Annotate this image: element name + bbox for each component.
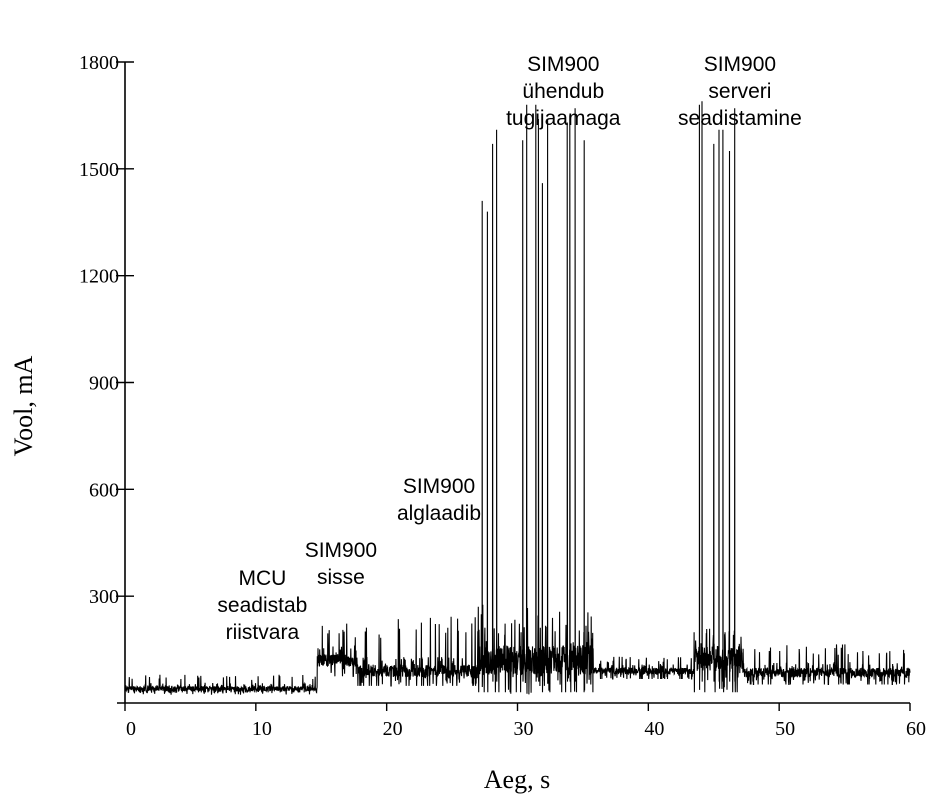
- annotation-label: MCU seadistab riistvara: [217, 567, 307, 644]
- y-axis-title: Vool, mA: [9, 355, 38, 456]
- series-line: [124, 101, 911, 695]
- x-tick-label: 10: [252, 718, 272, 740]
- x-tick-label: 20: [383, 718, 403, 740]
- y-tick-label: 300: [89, 586, 119, 608]
- x-axis-title: Aeg, s: [484, 765, 550, 794]
- axis-ticks: 0 10 20 30 40 50 60 300 600 900 1200 1500 1800: [79, 52, 926, 740]
- x-tick-label: 0: [126, 718, 136, 740]
- y-tick-label: 600: [89, 479, 119, 501]
- annotation-label: SIM900 ühendub tugijaamaga: [506, 53, 621, 130]
- x-tick-label: 30: [514, 718, 534, 740]
- y-tick-label: 1500: [79, 159, 119, 181]
- current-trace: [124, 101, 911, 695]
- y-tick-label: 1800: [79, 52, 119, 74]
- y-tick-label: 1200: [79, 266, 119, 288]
- x-tick-label: 60: [906, 718, 926, 740]
- annotation-label: SIM900 sisse: [305, 539, 377, 589]
- x-tick-label: 50: [775, 718, 795, 740]
- y-tick-label: 900: [89, 373, 119, 395]
- annotation-label: SIM900 alglaadib: [397, 475, 481, 525]
- x-tick-label: 40: [644, 718, 664, 740]
- annotation-label: SIM900 serveri seadistamine: [678, 53, 802, 130]
